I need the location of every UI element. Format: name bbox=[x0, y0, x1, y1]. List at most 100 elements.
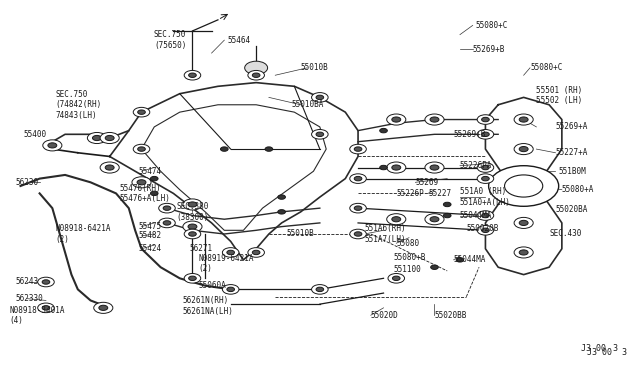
Circle shape bbox=[248, 248, 264, 257]
Text: 55474: 55474 bbox=[138, 167, 161, 176]
Circle shape bbox=[519, 147, 528, 152]
Circle shape bbox=[430, 117, 439, 122]
Circle shape bbox=[312, 93, 328, 102]
Text: 55080+C: 55080+C bbox=[476, 21, 508, 30]
Circle shape bbox=[163, 206, 171, 211]
Circle shape bbox=[150, 191, 158, 196]
Circle shape bbox=[252, 250, 260, 255]
Circle shape bbox=[93, 302, 113, 313]
Text: 55010BA: 55010BA bbox=[291, 100, 324, 109]
Text: 55020BB: 55020BB bbox=[435, 311, 467, 320]
Text: N08918-6421A
(2): N08918-6421A (2) bbox=[56, 224, 111, 244]
Text: 55080+A: 55080+A bbox=[562, 185, 594, 194]
Text: 55010B: 55010B bbox=[301, 63, 328, 72]
Circle shape bbox=[248, 70, 264, 80]
Circle shape bbox=[252, 73, 260, 77]
Circle shape bbox=[519, 117, 528, 122]
Text: 55269+A: 55269+A bbox=[556, 122, 588, 131]
Text: 551B0M: 551B0M bbox=[559, 167, 586, 176]
Circle shape bbox=[105, 135, 114, 141]
Circle shape bbox=[137, 180, 146, 185]
Text: 56243: 56243 bbox=[15, 278, 38, 286]
Circle shape bbox=[477, 163, 493, 172]
Circle shape bbox=[482, 176, 489, 181]
Circle shape bbox=[392, 276, 400, 280]
Text: J3 00: J3 00 bbox=[581, 344, 606, 353]
Circle shape bbox=[183, 199, 202, 210]
Circle shape bbox=[425, 214, 444, 225]
Text: SEC.430: SEC.430 bbox=[549, 230, 582, 238]
Circle shape bbox=[227, 287, 234, 292]
Circle shape bbox=[184, 229, 201, 239]
Text: 55424: 55424 bbox=[138, 244, 161, 253]
Circle shape bbox=[392, 217, 401, 222]
Circle shape bbox=[354, 232, 362, 236]
Circle shape bbox=[425, 162, 444, 173]
Circle shape bbox=[477, 115, 493, 124]
Circle shape bbox=[132, 177, 151, 188]
Circle shape bbox=[316, 95, 324, 100]
Text: 55269+B: 55269+B bbox=[454, 130, 486, 139]
Circle shape bbox=[387, 114, 406, 125]
Circle shape bbox=[312, 285, 328, 294]
Circle shape bbox=[477, 211, 493, 220]
Text: 55010B: 55010B bbox=[287, 230, 314, 238]
Circle shape bbox=[278, 210, 285, 214]
Circle shape bbox=[514, 247, 533, 258]
Circle shape bbox=[350, 144, 366, 154]
Text: 55475: 55475 bbox=[138, 222, 161, 231]
Circle shape bbox=[221, 147, 228, 151]
Circle shape bbox=[444, 213, 451, 218]
Circle shape bbox=[392, 165, 401, 170]
Text: 55227+A: 55227+A bbox=[556, 148, 588, 157]
Circle shape bbox=[189, 276, 196, 280]
Circle shape bbox=[163, 221, 171, 225]
Text: N08918-3401A
(4): N08918-3401A (4) bbox=[9, 305, 65, 325]
Text: 55044MA: 55044MA bbox=[460, 211, 492, 220]
Circle shape bbox=[444, 202, 451, 207]
Circle shape bbox=[38, 277, 54, 287]
Circle shape bbox=[188, 202, 197, 207]
Circle shape bbox=[138, 110, 145, 114]
Circle shape bbox=[430, 165, 439, 170]
Circle shape bbox=[431, 265, 438, 269]
Circle shape bbox=[380, 165, 387, 170]
Circle shape bbox=[189, 232, 196, 236]
Circle shape bbox=[482, 117, 489, 122]
Circle shape bbox=[456, 258, 464, 262]
Circle shape bbox=[100, 162, 119, 173]
Circle shape bbox=[430, 217, 439, 222]
Text: 562330: 562330 bbox=[15, 294, 43, 303]
Text: 56230: 56230 bbox=[15, 178, 38, 187]
Circle shape bbox=[189, 73, 196, 77]
Text: 55227: 55227 bbox=[428, 189, 451, 198]
Circle shape bbox=[514, 114, 533, 125]
Circle shape bbox=[183, 221, 202, 232]
Circle shape bbox=[425, 114, 444, 125]
Text: 55044MA: 55044MA bbox=[454, 255, 486, 264]
Circle shape bbox=[159, 218, 175, 228]
Circle shape bbox=[354, 176, 362, 181]
Circle shape bbox=[477, 129, 493, 139]
Text: 55482: 55482 bbox=[138, 231, 161, 240]
Circle shape bbox=[316, 287, 324, 292]
Text: 55464: 55464 bbox=[227, 36, 251, 45]
Circle shape bbox=[519, 220, 528, 225]
Circle shape bbox=[133, 108, 150, 117]
Circle shape bbox=[519, 250, 528, 255]
Text: 55476(RH)
55476+A(LH): 55476(RH) 55476+A(LH) bbox=[119, 184, 170, 203]
Text: 55226PA: 55226PA bbox=[460, 161, 492, 170]
Text: 55269: 55269 bbox=[415, 178, 438, 187]
Circle shape bbox=[105, 165, 114, 170]
Text: SEC.380
(38300): SEC.380 (38300) bbox=[177, 202, 209, 222]
Circle shape bbox=[222, 285, 239, 294]
Circle shape bbox=[222, 248, 239, 257]
Circle shape bbox=[482, 132, 489, 137]
Text: 3: 3 bbox=[613, 344, 618, 353]
Circle shape bbox=[227, 250, 234, 255]
Text: J3 00  3: J3 00 3 bbox=[588, 348, 627, 357]
Text: 55501 (RH)
55502 (LH): 55501 (RH) 55502 (LH) bbox=[536, 86, 582, 105]
Text: SEC.750
(74842(RH)
74843(LH): SEC.750 (74842(RH) 74843(LH) bbox=[56, 90, 102, 120]
Circle shape bbox=[42, 280, 50, 284]
Circle shape bbox=[100, 132, 119, 144]
